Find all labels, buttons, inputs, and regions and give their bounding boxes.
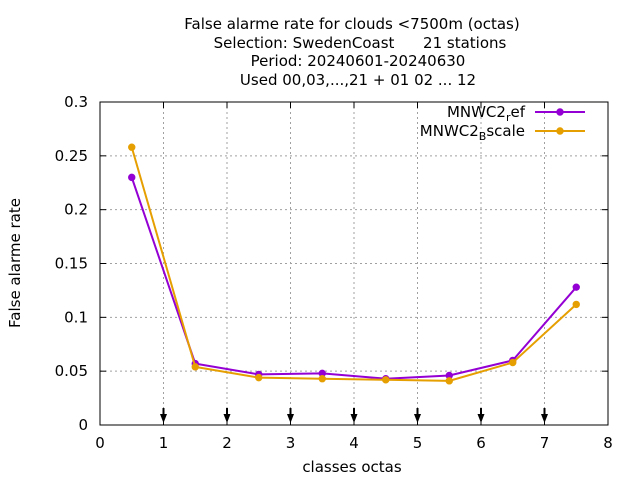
y-tick-label: 0.15 [55,255,88,273]
x-tick-label: 8 [603,434,613,452]
y-tick-label: 0.25 [55,147,88,165]
series-2-point [382,376,390,384]
y-axis-label: False alarme rate [6,198,24,328]
series-1-line [130,176,578,380]
x-tick-label: 5 [413,434,423,452]
legend-label-1: MNWC2ref [447,103,526,124]
y-tick-label: 0.05 [55,362,88,380]
x-tick-label: 1 [159,434,169,452]
y-tick-label: 0.1 [64,308,88,326]
series-1-point [572,283,580,291]
legend-label-2: MNWC2Bscale [420,122,525,143]
x-tick-label: 3 [286,434,296,452]
title-line-1: False alarme rate for clouds <7500m (oct… [184,15,519,33]
x-tick-label: 4 [349,434,359,452]
legend-label-2-main: MNWC2 [420,122,479,140]
bottom-arrow-head [477,414,485,423]
series-1-point [128,173,136,182]
x-tick-label: 0 [95,434,105,452]
grid-lines [100,102,608,425]
bottom-arrow-head [223,414,231,423]
bottom-arrow-head [350,414,358,423]
bottom-arrow-markers [160,408,548,423]
legend-marker-2 [556,127,564,135]
title-line-3: Period: 20240601-20240630 [251,52,466,70]
title-line-2: Selection: SwedenCoast 21 stations [214,34,507,52]
series-2-point [255,373,263,382]
bottom-arrow-head [160,414,167,423]
bottom-arrow-head [287,414,294,423]
series-2-point [572,300,580,309]
bottom-arrow-head [541,414,548,423]
series-2-point [445,377,453,385]
series-2-point [191,363,199,371]
chart-title: False alarme rate for clouds <7500m (oct… [184,15,519,89]
tick-labels: 0 1 2 3 4 5 6 7 8 0 0.05 0.1 0.15 0.2 0.25 0.3 [55,93,613,452]
legend-label-1-sub: r [506,111,511,124]
legend-label-2-rest: scale [486,122,525,140]
legend-item-1: MNWC2ref [447,103,585,124]
y-tick-label: 0.3 [64,93,88,111]
x-tick-label: 7 [540,434,550,452]
title-line-4: Used 00,03,...,21 + 01 02 ... 12 [240,71,476,89]
series-2-point [128,143,136,151]
series-2-point [318,375,326,383]
legend-label-2-sub: B [479,130,487,143]
x-tick-label: 6 [476,434,486,452]
series-2-point [509,358,517,367]
series-2-line [130,146,578,382]
legend-label-1-rest: ef [510,103,525,121]
bottom-arrow-head [414,414,421,423]
legend-label-1-main: MNWC2 [447,103,506,121]
series-lines [128,143,580,385]
x-axis-label: classes octas [302,458,402,476]
legend-marker-1 [556,108,564,116]
y-tick-label: 0.2 [64,201,88,219]
x-tick-label: 2 [222,434,232,452]
legend-item-2: MNWC2Bscale [420,122,585,143]
y-tick-label: 0 [78,416,88,434]
